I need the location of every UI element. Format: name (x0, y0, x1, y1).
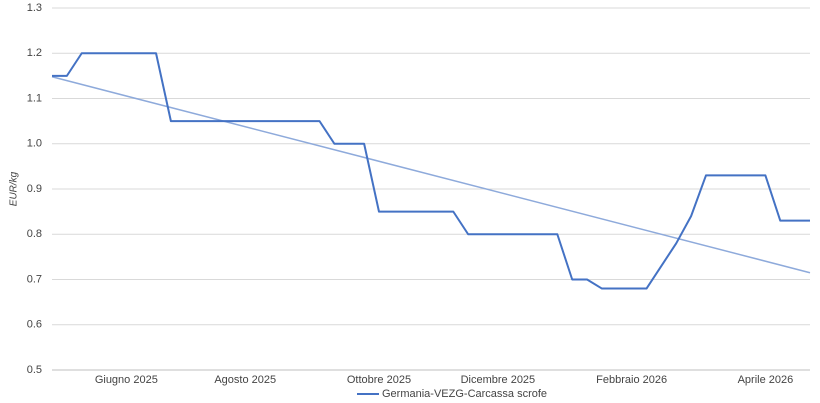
y-tick-label: 1.3 (27, 2, 42, 14)
y-tick-label: 1.2 (27, 47, 42, 59)
y-tick-label: 0.7 (27, 273, 42, 285)
y-tick-label: 0.9 (27, 183, 42, 195)
x-tick-label: Agosto 2025 (214, 374, 276, 386)
x-tick-label: Giugno 2025 (95, 374, 158, 386)
y-tick-label: 1.0 (27, 138, 42, 150)
y-axis-label: EUR/kg (9, 171, 20, 206)
line-series (52, 52, 810, 290)
x-tick-label: Febbraio 2026 (596, 374, 667, 386)
trendline (51, 76, 811, 274)
y-tick-label: 0.8 (27, 228, 42, 240)
y-tick-label: 0.5 (27, 364, 42, 376)
legend-label: Germania-VEZG-Carcassa scrofe (382, 388, 547, 400)
y-tick-label: 1.1 (27, 92, 42, 104)
y-tick-label: 0.6 (27, 319, 42, 331)
x-tick-label: Aprile 2026 (738, 374, 794, 386)
x-tick-label: Dicembre 2025 (461, 374, 536, 386)
x-tick-label: Ottobre 2025 (347, 374, 411, 386)
